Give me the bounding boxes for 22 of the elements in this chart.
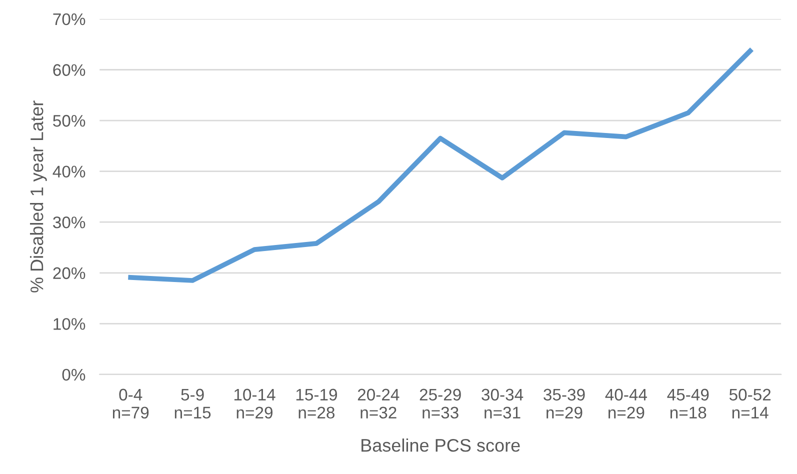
x-tick-label: 15-19 n=28 — [296, 388, 337, 419]
x-tick-label: 25-29 n=33 — [420, 388, 461, 419]
x-axis-title: Baseline PCS score — [362, 438, 520, 452]
x-tick-label: 35-39 n=29 — [544, 388, 585, 419]
y-tick-label: 20% — [53, 267, 86, 280]
x-tick-label: 30-34 n=31 — [482, 388, 524, 419]
y-tick-label: 50% — [53, 114, 86, 127]
y-tick-label: 60% — [53, 64, 86, 76]
y-tick-label: 70% — [53, 13, 86, 26]
y-tick-label: 0% — [62, 368, 86, 381]
y-tick-label: 40% — [52, 166, 86, 178]
x-tick-label: 5-9 n=15 — [174, 388, 211, 419]
x-tick-label: 50-52 n=14 — [729, 388, 771, 418]
x-tick-label: 10-14 n=29 — [234, 388, 276, 419]
x-tick-label: 0-4 n=79 — [112, 388, 149, 419]
y-tick-label: 30% — [53, 216, 86, 228]
y-tick-label: 10% — [54, 318, 86, 330]
x-tick-label: 45-49 n=18 — [667, 388, 709, 419]
x-tick-label: 20-24 n=32 — [358, 388, 400, 419]
y-axis-title: % Disabled 1 year Later — [30, 100, 47, 292]
x-tick-label: 40-44 n=29 — [605, 388, 648, 419]
line-series — [128, 48, 753, 283]
